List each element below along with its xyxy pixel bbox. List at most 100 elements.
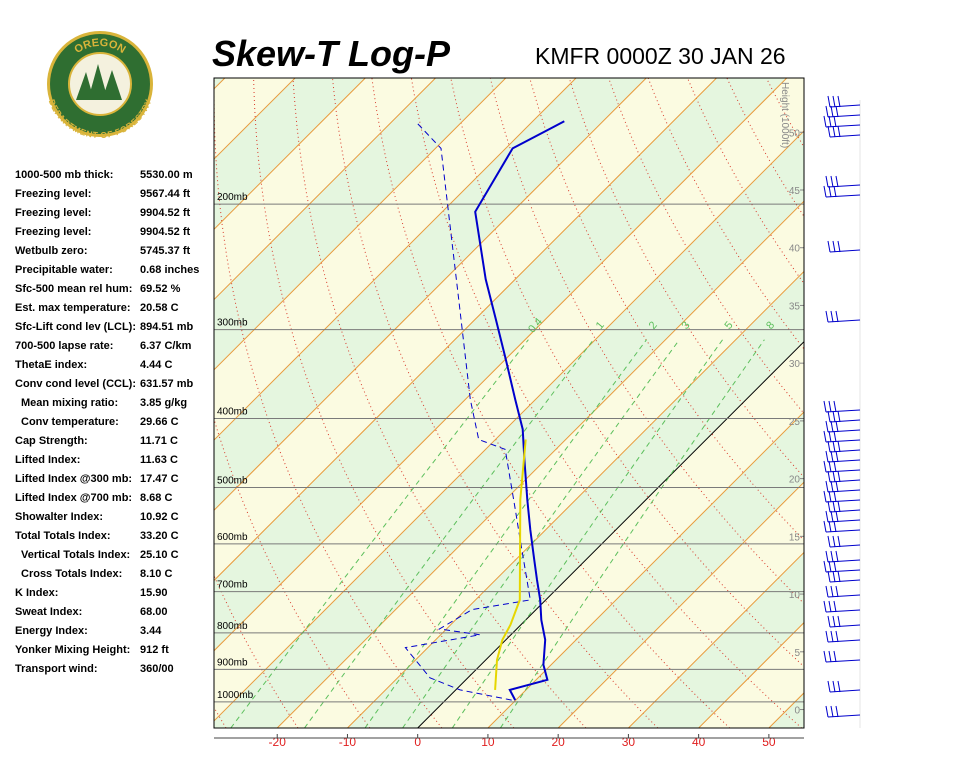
y-tick-label: 800mb <box>217 621 248 632</box>
temperature-band <box>214 78 804 721</box>
stat-label: Sweat Index: <box>15 606 83 618</box>
y2-tick-label: 40 <box>789 244 801 255</box>
stat-value: 29.66 C <box>140 416 179 428</box>
barb-flag <box>828 490 832 503</box>
barb-flag <box>825 105 829 118</box>
stat-row: Sfc-500 mean rel hum: 69.52 % <box>15 283 180 295</box>
barb-flag <box>833 650 837 663</box>
y2-tick-label: 35 <box>789 301 801 312</box>
dry-adiabat <box>450 78 804 668</box>
y-tick-label: 300mb <box>217 318 248 329</box>
barb-flag <box>823 520 827 533</box>
barb-flag <box>835 630 839 643</box>
dry-adiabat <box>924 78 960 728</box>
barb-flag <box>827 535 831 548</box>
y-tick-label: 600mb <box>217 532 248 543</box>
isotherm <box>214 78 507 371</box>
stat-row: Mean mixing ratio: 3.85 g/kg <box>15 397 187 409</box>
stat-row: Conv temperature: 29.66 C <box>15 416 179 428</box>
barb-flag <box>835 480 839 493</box>
barb-flag <box>825 420 829 433</box>
barb-flag <box>828 600 832 613</box>
stat-row: Freezing level: 9567.44 ft <box>15 188 190 200</box>
isotherm <box>214 78 577 441</box>
dry-adiabat <box>214 78 443 728</box>
chart-title: Skew-T Log-P <box>212 33 451 74</box>
barb-flag <box>837 95 841 108</box>
stat-value: 3.85 g/kg <box>140 397 188 409</box>
barb-flag <box>837 680 841 693</box>
y2-tick-label: 15 <box>789 532 801 543</box>
barb-flag <box>837 125 841 138</box>
stat-value: 11.63 C <box>140 454 178 466</box>
y-tick-label: 1000mb <box>217 690 254 701</box>
barb-flag <box>837 570 841 583</box>
y2-tick-label: 25 <box>789 417 801 428</box>
barb-flag <box>832 470 836 483</box>
stat-value: 33.20 C <box>140 530 179 542</box>
stat-value: 360/00 <box>140 663 174 675</box>
stat-row: Sfc-Lift cond lev (LCL): 894.51 mb <box>15 321 193 333</box>
isotherm <box>909 78 960 728</box>
barb-flag <box>833 490 837 503</box>
barb-flag <box>830 450 834 463</box>
barb-staff <box>825 439 861 443</box>
barb-flag <box>833 430 837 443</box>
barb-flag <box>827 500 831 513</box>
stat-label: Total Totals Index: <box>15 530 111 542</box>
barb-flag <box>828 430 832 443</box>
overlay: 200mb 300mb 400mb 500mb 600mb 700mb 800mb 900mb… <box>217 128 804 749</box>
y2-tick-label: 20 <box>789 475 801 486</box>
isotherm <box>276 200 804 728</box>
barb-flag <box>835 310 839 323</box>
stat-row: 700-500 lapse rate: 6.37 C/km <box>15 340 191 352</box>
y2-tick-label: 45 <box>789 186 801 197</box>
stat-value: 68.00 <box>140 606 168 618</box>
barb-flag <box>837 440 841 453</box>
barb-flag <box>832 410 836 423</box>
stat-row: Lifted Index: 11.63 C <box>15 454 178 466</box>
mixing-ratio-line <box>451 339 724 728</box>
barb-flag <box>830 510 834 523</box>
stat-row: Precipitable water: 0.68 inches <box>15 264 199 276</box>
stat-row: Energy Index: 3.44 <box>15 625 161 637</box>
stat-label: Lifted Index @700 mb: <box>15 492 133 504</box>
barb-flag <box>827 615 831 628</box>
profile-line <box>474 120 565 701</box>
barb-flag <box>828 185 832 198</box>
stat-value: 4.44 C <box>140 359 173 371</box>
stat-label: Conv cond level (CCL): <box>15 378 137 390</box>
barb-flag <box>833 400 837 413</box>
isotherm <box>214 78 647 511</box>
barb-flag <box>830 310 834 323</box>
barb-flag <box>828 560 832 573</box>
stat-label: Est. max temperature: <box>15 302 131 314</box>
stat-value: 11.71 C <box>140 435 178 447</box>
barb-flag <box>832 440 836 453</box>
barb-staff <box>825 529 861 533</box>
barb-flag <box>827 680 831 693</box>
barb-flag <box>823 650 827 663</box>
y-tick-label: 200mb <box>217 192 248 203</box>
y2-axis-label: Height (1000ft) <box>779 82 790 148</box>
barb-staff <box>825 124 861 128</box>
mixing-ratio-line <box>230 339 529 728</box>
stat-label: ThetaE index: <box>15 359 88 371</box>
barb-flag <box>832 240 836 253</box>
stat-label: Cap Strength: <box>15 435 88 447</box>
x-tick-label: 0 <box>414 735 421 749</box>
stat-value: 0.68 inches <box>140 264 200 276</box>
logo-trees <box>76 64 122 100</box>
barb-flag <box>835 510 839 523</box>
barb-flag <box>835 705 839 718</box>
barb-flag <box>837 470 841 483</box>
plot-area: 0.4 1 2 3 5 8 <box>214 78 960 728</box>
isotherm <box>214 130 804 722</box>
barb-flag <box>832 680 836 693</box>
stat-value: 10.92 C <box>140 511 179 523</box>
barb-flag <box>827 95 831 108</box>
stat-label: Sfc-500 mean rel hum: <box>15 283 133 295</box>
y2-tick-label: 30 <box>789 359 801 370</box>
